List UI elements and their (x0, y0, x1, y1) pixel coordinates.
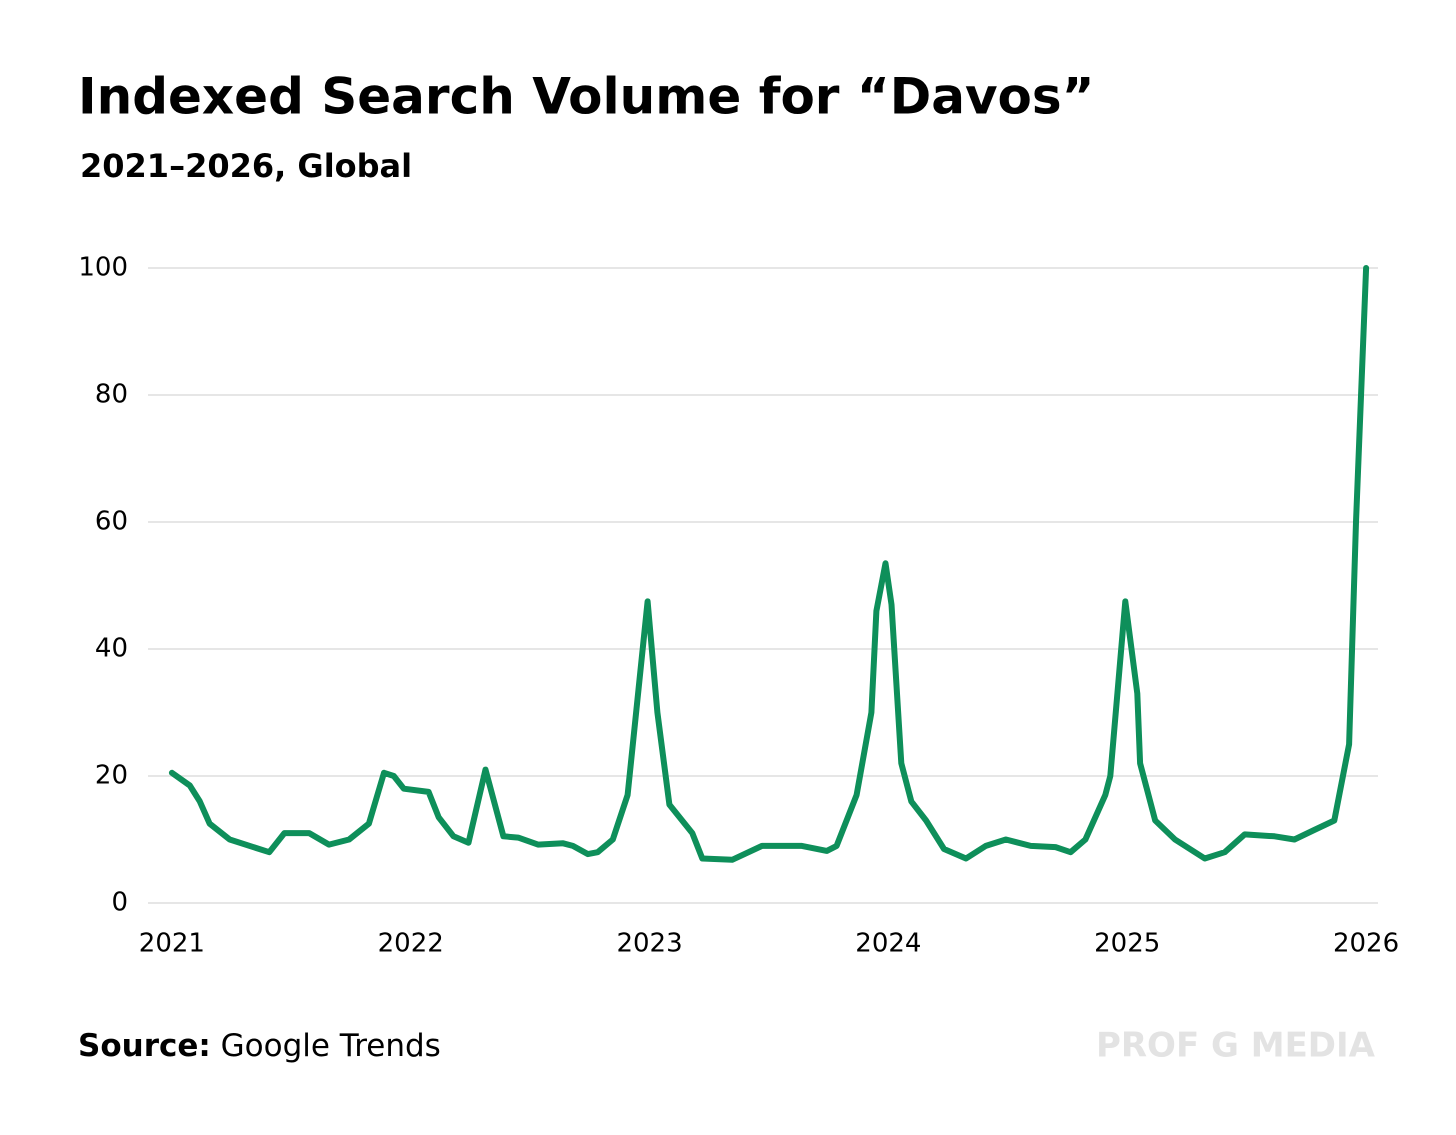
chart-subtitle: 2021–2026, Global (80, 147, 412, 185)
x-tick-label: 2026 (1333, 929, 1399, 959)
y-tick-label: 0 (111, 888, 128, 918)
y-tick-label: 100 (78, 253, 128, 283)
x-tick-label: 2024 (855, 929, 921, 959)
source: Source: Google Trends (78, 1028, 441, 1064)
x-tick-label: 2021 (139, 929, 205, 959)
watermark: PROF G MEDIA (1096, 1026, 1376, 1066)
x-tick-label: 2023 (616, 929, 682, 959)
data-line (168, 265, 1370, 863)
y-tick-label: 20 (95, 761, 128, 791)
y-tick-label: 40 (95, 634, 128, 664)
source-text: Google Trends (221, 1028, 441, 1064)
x-tick-label: 2025 (1094, 929, 1160, 959)
source-label: Source: (78, 1028, 211, 1064)
y-tick-label: 80 (95, 380, 128, 410)
y-tick-label: 60 (95, 507, 128, 537)
chart-title: Indexed Search Volume for “Davos” (78, 68, 1095, 126)
x-tick-label: 2022 (378, 929, 444, 959)
